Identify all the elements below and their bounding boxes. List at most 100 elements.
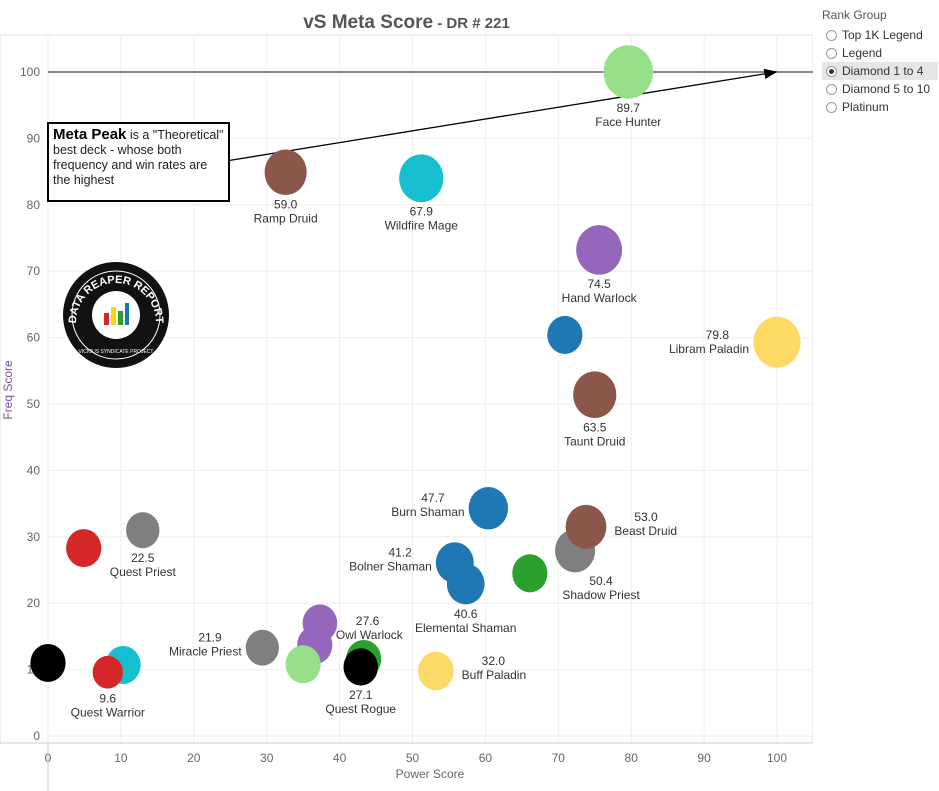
point-score: 67.9 (410, 204, 434, 218)
point-score: 22.5 (131, 551, 155, 565)
point-score: 40.6 (454, 607, 478, 621)
point-label: Libram Paladin (669, 342, 749, 356)
scatter-plot: 0102030405060708090100010203040506070809… (0, 34, 813, 791)
point-label: Buff Paladin (462, 668, 526, 682)
data-point (603, 45, 654, 99)
x-tick-label: 10 (114, 751, 128, 765)
point-label: Hand Warlock (562, 291, 638, 305)
point-label: Shadow Priest (562, 588, 640, 602)
chart-title: vS Meta Score - DR # 221 (0, 12, 813, 34)
rank-option-1[interactable]: Legend (822, 44, 938, 62)
data-point (264, 149, 307, 196)
annotation-text: is a "Theoretical" best deck - whose bot… (53, 128, 224, 187)
rank-option-3[interactable]: Diamond 5 to 10 (822, 80, 938, 98)
point-label: Bolner Shaman (349, 560, 432, 574)
rank-option-label: Diamond 1 to 4 (842, 64, 924, 78)
rank-option-4[interactable]: Platinum (822, 98, 938, 116)
y-tick-label: 40 (27, 463, 41, 477)
x-tick-label: 80 (625, 751, 639, 765)
y-tick-label: 20 (27, 596, 41, 610)
point-label: Ramp Druid (254, 211, 318, 225)
point-score: 27.6 (356, 614, 380, 628)
data-point (399, 154, 444, 203)
point-label: Elemental Shaman (415, 621, 516, 635)
point-score: 53.0 (634, 510, 658, 524)
data-point (576, 225, 623, 275)
data-point (512, 554, 548, 593)
point-label: Beast Druid (614, 524, 677, 538)
meta-peak-annotation: Meta Peak is a "Theoretical" best deck -… (47, 122, 230, 202)
y-tick-label: 50 (27, 397, 41, 411)
rank-option-label: Top 1K Legend (842, 28, 923, 42)
rank-option-label: Legend (842, 46, 883, 60)
annotation-bold: Meta Peak (53, 126, 127, 143)
point-score: 63.5 (583, 420, 607, 434)
data-point (573, 371, 617, 419)
title-sub: - DR # 221 (433, 15, 510, 32)
data-point (126, 512, 160, 549)
point-score: 9.6 (99, 691, 116, 705)
title-main: vS Meta Score (303, 12, 434, 33)
y-tick-label: 60 (27, 331, 41, 345)
radio-icon[interactable] (826, 47, 837, 59)
data-point (245, 629, 279, 666)
x-tick-label: 60 (479, 751, 493, 765)
y-tick-label: 90 (27, 131, 41, 145)
data-point (285, 645, 321, 684)
point-label: Burn Shaman (391, 505, 464, 519)
x-tick-label: 90 (697, 751, 711, 765)
annotation-arrow (225, 68, 778, 162)
rank-option-2[interactable]: Diamond 1 to 4 (822, 62, 938, 80)
x-tick-label: 100 (767, 751, 787, 765)
x-tick-label: 40 (333, 751, 347, 765)
y-tick-label: 70 (27, 264, 41, 278)
point-score: 74.5 (587, 277, 611, 291)
point-score: 47.7 (421, 491, 445, 505)
data-point (468, 486, 509, 530)
x-tick-label: 20 (187, 751, 201, 765)
y-tick-label: 100 (20, 65, 40, 79)
svg-text:VICIOUS SYNDICATE PROJECT: VICIOUS SYNDICATE PROJECT (79, 349, 154, 355)
point-label: Quest Priest (110, 565, 177, 579)
legend-title: Rank Group (822, 8, 887, 22)
x-tick-label: 30 (260, 751, 274, 765)
point-label: Quest Warrior (71, 705, 145, 719)
point-score: 27.1 (349, 688, 373, 702)
data-point (446, 563, 485, 605)
radio-icon[interactable] (826, 29, 837, 41)
y-tick-label: 0 (33, 729, 40, 743)
y-tick-label: 30 (27, 530, 41, 544)
point-score: 41.2 (388, 546, 412, 560)
y-tick-label: 80 (27, 198, 41, 212)
point-score: 79.8 (706, 328, 730, 342)
radio-icon[interactable] (826, 101, 837, 113)
data-point (417, 651, 454, 691)
rank-option-label: Platinum (842, 100, 889, 114)
radio-icon[interactable] (826, 65, 837, 77)
point-score: 50.4 (589, 574, 613, 588)
x-tick-label: 50 (406, 751, 420, 765)
data-point (343, 648, 378, 686)
data-point (30, 643, 66, 682)
rank-group-filter: Rank Group Top 1K Legend Legend Diamond 1 … (822, 8, 938, 116)
point-label: Taunt Druid (564, 434, 625, 448)
data-point (565, 504, 607, 549)
point-label: Quest Rogue (325, 702, 396, 716)
data-point (66, 529, 102, 568)
rank-option-label: Diamond 5 to 10 (842, 82, 931, 96)
point-score: 89.7 (617, 101, 641, 115)
point-label: Wildfire Mage (385, 218, 459, 232)
x-tick-label: 70 (552, 751, 566, 765)
rank-option-0[interactable]: Top 1K Legend (822, 26, 938, 44)
point-label: Face Hunter (595, 115, 661, 129)
data-point (753, 316, 801, 368)
x-axis-label: Power Score (396, 767, 465, 781)
point-label: Miracle Priest (169, 645, 242, 659)
point-score: 59.0 (274, 197, 298, 211)
point-label: Owl Warlock (336, 628, 404, 642)
data-point (547, 315, 583, 354)
radio-icon[interactable] (826, 83, 837, 95)
data-point (92, 655, 123, 689)
